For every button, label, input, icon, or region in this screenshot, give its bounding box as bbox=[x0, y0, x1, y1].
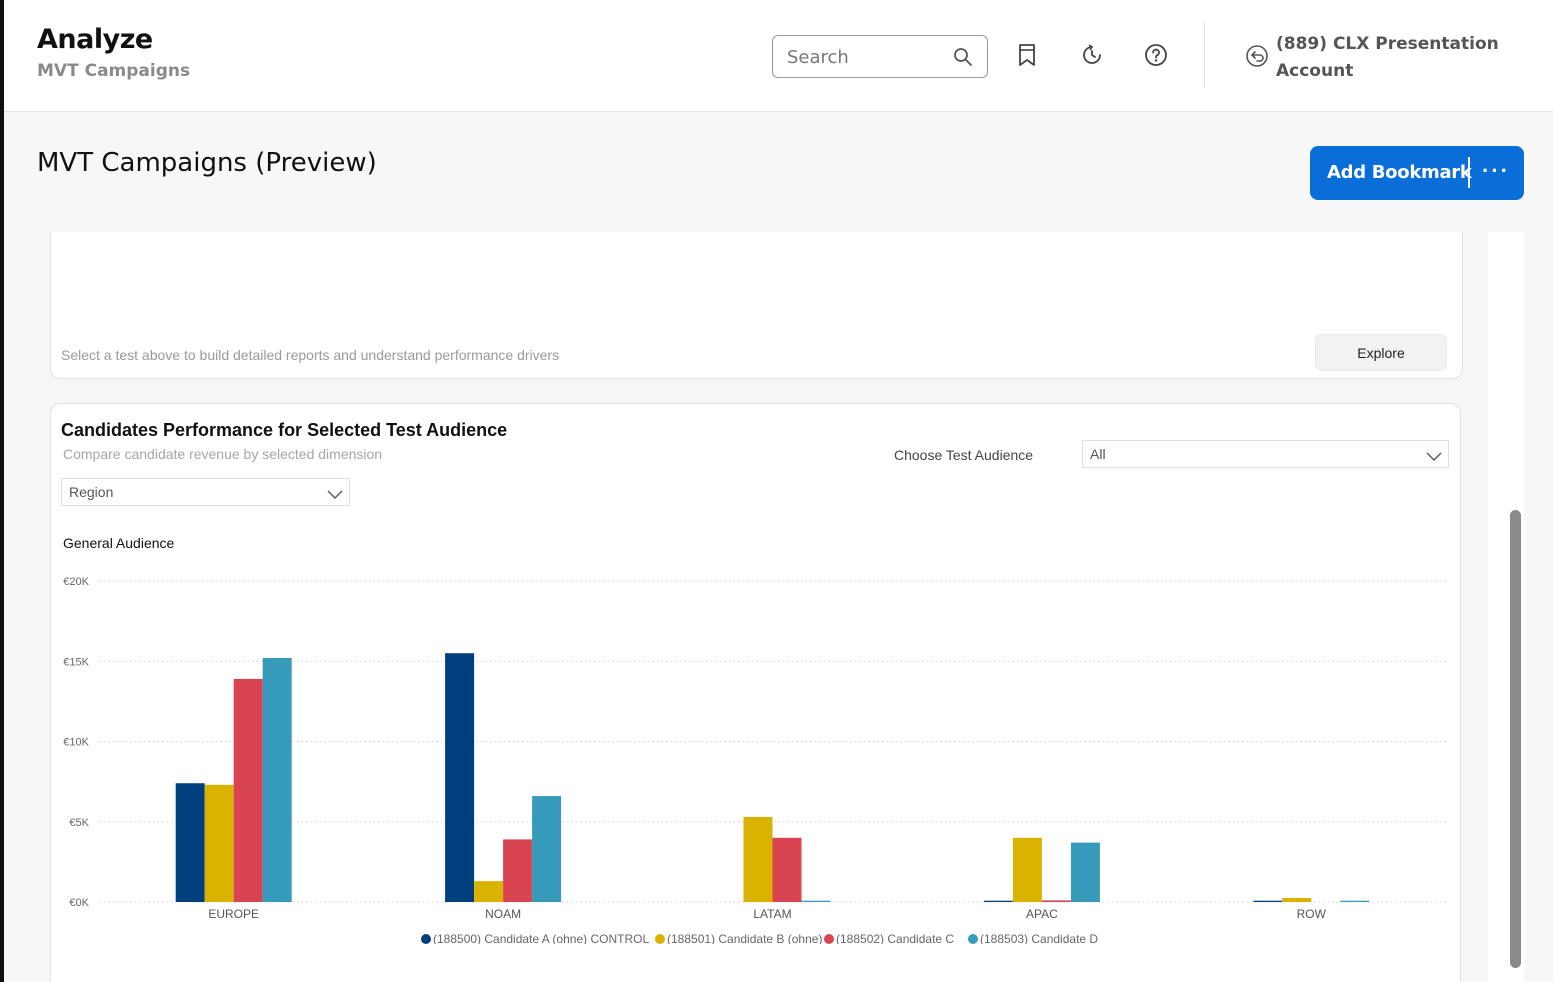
bar bbox=[233, 678, 263, 902]
more-options-button[interactable]: ··· bbox=[1482, 158, 1510, 183]
window-left-edge bbox=[0, 0, 4, 982]
bar bbox=[1041, 900, 1071, 902]
bar bbox=[743, 816, 773, 902]
card-title: Candidates Performance for Selected Test… bbox=[61, 420, 508, 440]
app-subtitle: MVT Campaigns bbox=[37, 61, 191, 81]
top-header: Analyze MVT Campaigns (889) CLX Presenta… bbox=[4, 0, 1553, 112]
chevron-down-icon[interactable] bbox=[327, 487, 343, 503]
y-tick-label: €0K bbox=[69, 897, 89, 909]
explore-hint: Select a test above to build detailed re… bbox=[61, 347, 560, 363]
x-tick-label: NOAM bbox=[485, 907, 521, 921]
x-tick-label: APAC bbox=[1026, 907, 1058, 921]
bar bbox=[445, 653, 475, 902]
y-tick-label: €15K bbox=[63, 656, 89, 668]
legend-marker bbox=[655, 934, 665, 944]
bar bbox=[772, 837, 802, 902]
app-title: Analyze bbox=[37, 24, 153, 55]
x-tick-label: LATAM bbox=[753, 907, 791, 921]
main-scroll-area: Select a test above to build detailed re… bbox=[38, 232, 1488, 982]
y-tick-label: €5K bbox=[69, 817, 89, 829]
audience-select-value: All bbox=[1090, 446, 1106, 462]
search-input[interactable] bbox=[787, 45, 947, 69]
y-tick-label: €20K bbox=[63, 576, 89, 588]
explore-button[interactable]: Explore bbox=[1315, 334, 1447, 371]
scrollbar-thumb[interactable] bbox=[1510, 510, 1521, 968]
revenue-bar-chart: €0K €5K €10K €15K €20K EUROPE NOAM LATAM APAC ROW… bbox=[63, 576, 1446, 944]
bar bbox=[1012, 837, 1042, 902]
account-name[interactable]: (889) CLX Presentation Account bbox=[1276, 34, 1499, 81]
legend-marker bbox=[824, 934, 834, 944]
bar bbox=[503, 839, 533, 902]
bar bbox=[1253, 900, 1283, 902]
bar bbox=[474, 881, 504, 902]
legend-marker bbox=[421, 934, 431, 944]
bar bbox=[1070, 842, 1100, 902]
bar bbox=[262, 658, 292, 902]
card-subtitle: Compare candidate revenue by selected di… bbox=[63, 446, 383, 462]
dimension-select[interactable]: Region bbox=[61, 478, 350, 506]
bar bbox=[1282, 897, 1312, 902]
legend-marker bbox=[968, 934, 978, 944]
add-bookmark-button[interactable]: Add Bookmark ··· bbox=[1310, 146, 1524, 200]
legend-entry: (188500) Candidate A (ohne) CONTROL bbox=[433, 932, 649, 944]
bar bbox=[983, 900, 1013, 902]
add-bookmark-label[interactable]: Add Bookmark bbox=[1327, 162, 1472, 183]
audience-label: Choose Test Audience bbox=[894, 447, 1034, 463]
switch-account-icon[interactable] bbox=[1245, 44, 1269, 73]
chevron-down-icon[interactable] bbox=[1426, 449, 1442, 465]
page-title: MVT Campaigns (Preview) bbox=[37, 148, 377, 178]
x-tick-label: EUROPE bbox=[208, 907, 259, 921]
bar bbox=[532, 796, 562, 902]
search-icon[interactable] bbox=[953, 47, 973, 72]
legend-entry: (188503) Candidate D bbox=[980, 932, 1098, 944]
history-icon[interactable] bbox=[1079, 42, 1103, 68]
y-tick-label: €10K bbox=[63, 737, 89, 749]
bar bbox=[801, 900, 831, 902]
search-box[interactable] bbox=[772, 35, 988, 78]
candidates-card: Candidates Performance for Selected Test… bbox=[50, 403, 1461, 982]
legend-entry: (188501) Candidate B (ohne) bbox=[667, 932, 822, 944]
dimension-select-value: Region bbox=[69, 484, 114, 500]
bar bbox=[1340, 900, 1370, 902]
bar bbox=[175, 783, 205, 902]
explore-card: Select a test above to build detailed re… bbox=[50, 232, 1463, 379]
chart-title: General Audience bbox=[63, 535, 175, 551]
audience-select[interactable]: All bbox=[1082, 440, 1449, 468]
button-separator bbox=[1468, 157, 1470, 188]
x-tick-label: ROW bbox=[1297, 907, 1327, 921]
bookmark-icon[interactable] bbox=[1015, 42, 1039, 68]
legend-entry: (188502) Candidate C bbox=[836, 932, 954, 944]
bar bbox=[204, 784, 234, 902]
help-icon[interactable] bbox=[1143, 42, 1167, 68]
header-divider bbox=[1204, 22, 1205, 88]
